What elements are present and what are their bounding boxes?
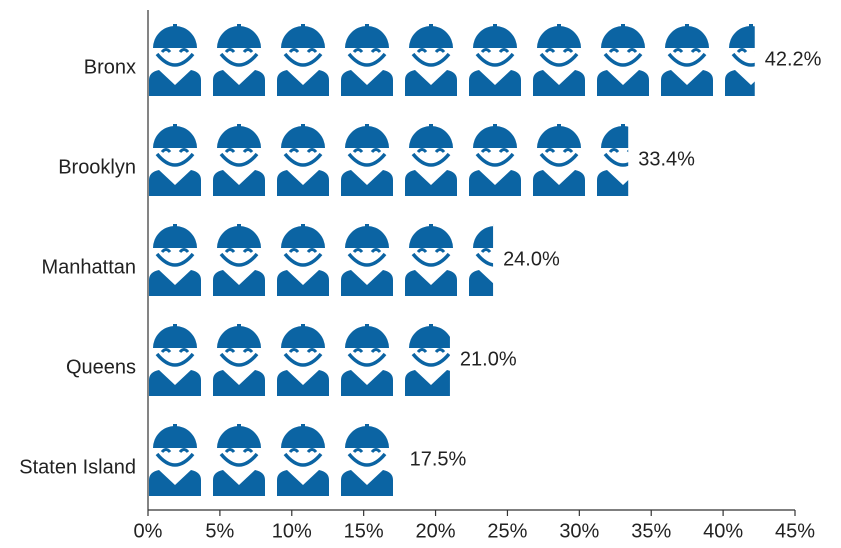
y-tick-label: Queens: [66, 356, 136, 378]
value-label: 17.5%: [410, 448, 467, 470]
x-tick-label: 5%: [205, 520, 234, 542]
bar: [149, 24, 755, 96]
bar: [149, 424, 400, 496]
x-tick-label: 0%: [134, 520, 163, 542]
bar: [149, 224, 494, 296]
y-tick-label: Bronx: [84, 56, 136, 78]
x-tick-label: 10%: [272, 520, 312, 542]
value-label: 24.0%: [503, 248, 560, 270]
value-label: 33.4%: [638, 148, 695, 170]
y-tick-label: Manhattan: [41, 256, 136, 278]
bar: [149, 324, 450, 396]
x-tick-label: 15%: [344, 520, 384, 542]
x-tick-label: 20%: [416, 520, 456, 542]
value-label: 42.2%: [765, 48, 822, 70]
value-label: 21.0%: [460, 348, 517, 370]
x-tick-label: 30%: [559, 520, 599, 542]
x-tick-label: 35%: [631, 520, 671, 542]
y-tick-label: Brooklyn: [58, 156, 136, 178]
x-tick-label: 40%: [703, 520, 743, 542]
x-tick-label: 25%: [487, 520, 527, 542]
bar: [149, 124, 629, 196]
x-tick-label: 45%: [775, 520, 815, 542]
y-tick-label: Staten Island: [19, 456, 136, 478]
